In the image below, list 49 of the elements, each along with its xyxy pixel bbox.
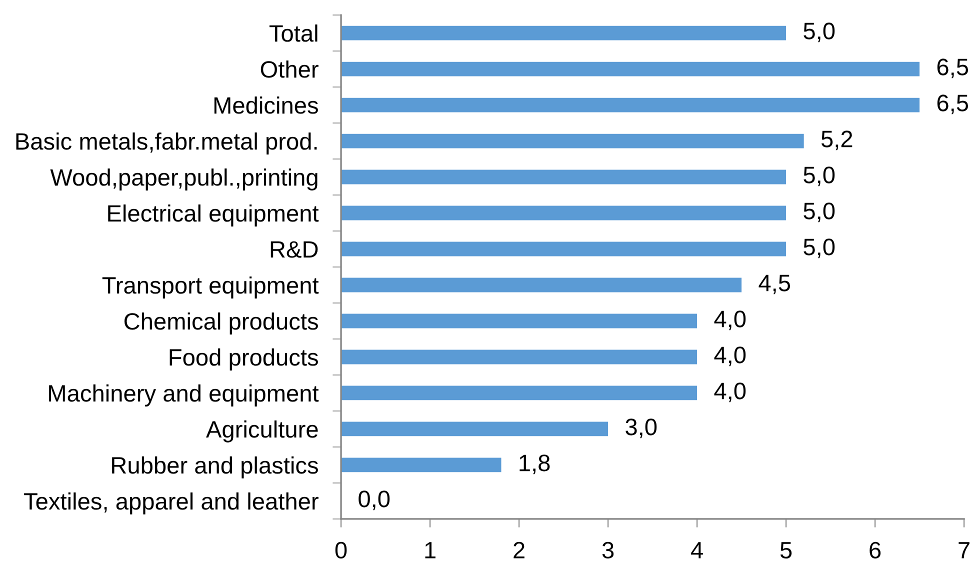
y-tick-label: Machinery and equipment: [49, 384, 319, 406]
bar: [341, 422, 608, 436]
y-tick-label: Transport equipment: [102, 276, 319, 298]
data-label: 5,0: [804, 22, 835, 42]
y-tick-label: Wood,paper,publ.,printing: [50, 168, 318, 190]
bar: [341, 206, 786, 220]
bar: [341, 134, 804, 148]
data-label: 0,0: [358, 490, 390, 510]
y-tick-label: Agriculture: [206, 420, 318, 442]
y-tick-label: Chemical products: [124, 312, 318, 334]
y-tick-label: Rubber and plastics: [112, 456, 318, 478]
bar: [341, 350, 698, 364]
bar: [341, 242, 786, 256]
x-tick-label: 5: [780, 542, 792, 559]
y-tick-label: Food products: [170, 348, 318, 370]
data-label: 4,0: [714, 310, 746, 330]
y-tick-label: Electrical equipment: [108, 204, 319, 226]
data-label: 5,2: [821, 130, 852, 150]
data-label: 6,5: [937, 58, 968, 78]
x-tick-label: 7: [958, 542, 970, 558]
x-tick-label: 2: [514, 542, 524, 558]
data-label: 1,8: [520, 454, 550, 474]
y-tick-label: Basic metals,fabr.metal prod.: [16, 132, 317, 154]
data-label: 4,0: [714, 346, 746, 366]
bar: [341, 62, 920, 76]
bar: [341, 98, 920, 112]
bar: [341, 170, 786, 184]
data-label: 5,0: [804, 238, 835, 258]
x-tick-label: 3: [602, 542, 614, 559]
y-tick-label: Other: [260, 60, 318, 78]
y-tick-label: Medicines: [214, 96, 318, 114]
data-label: 3,0: [626, 418, 657, 438]
data-label: 5,0: [804, 202, 835, 222]
y-tick-label: Textiles, apparel and leather: [24, 492, 318, 514]
x-tick-label: 1: [425, 542, 436, 558]
y-tick-label: Total: [269, 24, 318, 42]
data-label: 5,0: [804, 166, 835, 186]
y-tick-label: R&D: [270, 241, 318, 258]
x-tick-label: 4: [691, 542, 703, 558]
bar: [341, 386, 698, 400]
bar: [341, 26, 786, 40]
data-label: 4,5: [758, 274, 790, 294]
bar: [341, 314, 698, 328]
bar: [341, 458, 502, 472]
x-tick-label: 0: [335, 542, 347, 559]
x-tick-label: 6: [870, 542, 881, 559]
data-label: 6,5: [937, 94, 968, 114]
data-label: 4,0: [714, 382, 746, 402]
bar: [341, 278, 742, 292]
